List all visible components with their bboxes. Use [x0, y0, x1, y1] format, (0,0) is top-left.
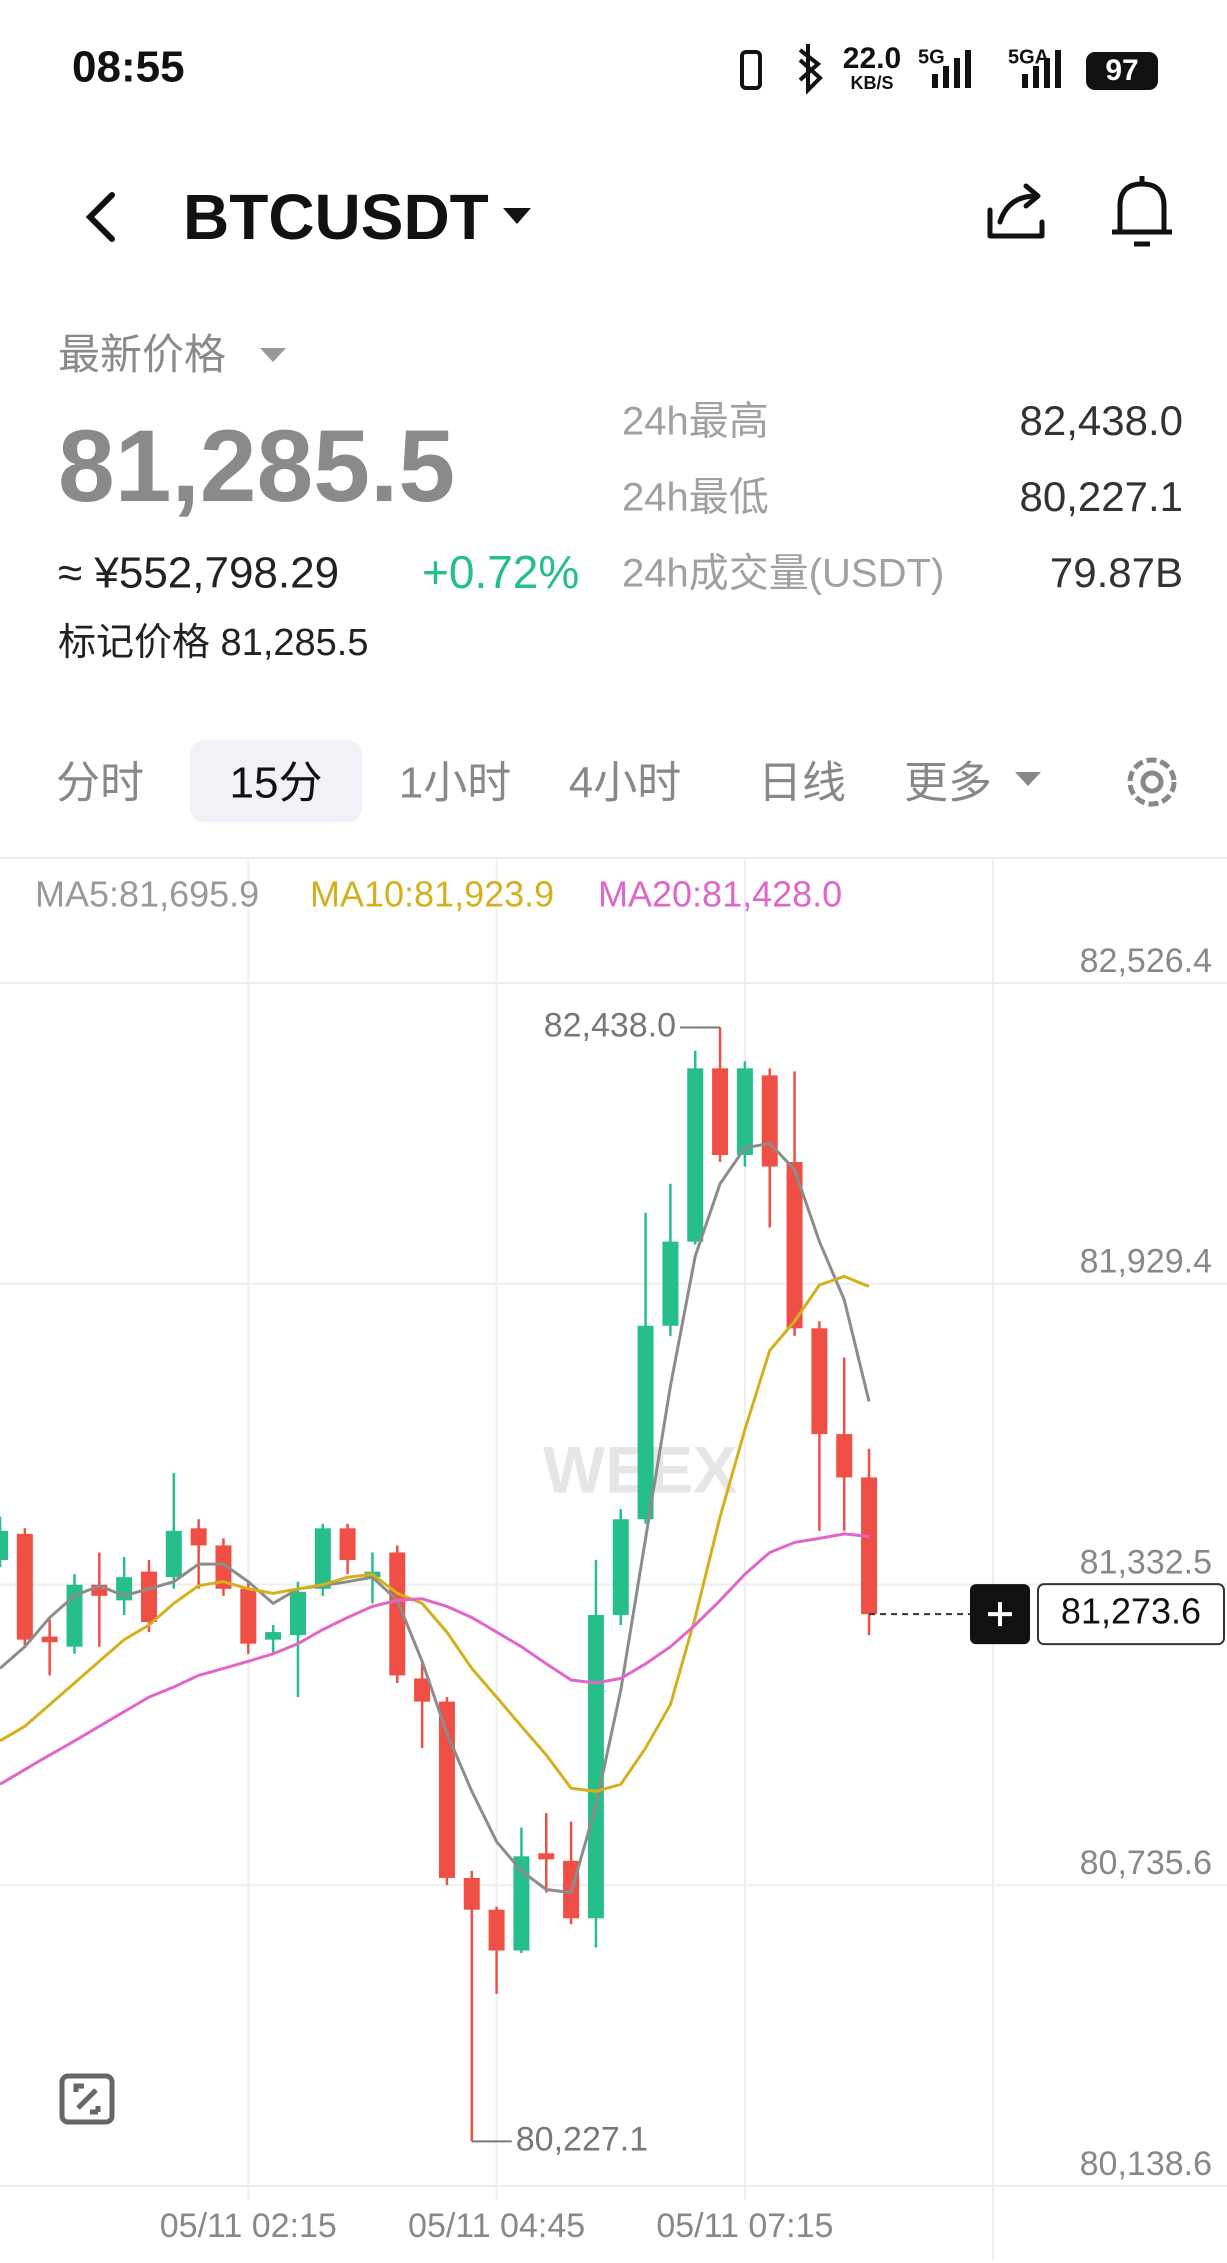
- extreme-label: 82,438.0: [544, 1007, 676, 1045]
- back-button[interactable]: [85, 192, 115, 242]
- last-price: 81,285.5: [58, 409, 455, 523]
- net-unit: KB/S: [850, 73, 893, 93]
- symbol-title[interactable]: BTCUSDT: [183, 181, 489, 253]
- signal-bars: [1022, 50, 1061, 88]
- signal-bars: [932, 50, 971, 88]
- candle-body: [687, 1068, 704, 1242]
- mark-price: 标记价格 81,285.5: [58, 622, 368, 664]
- interval-tab[interactable]: 日线: [758, 759, 846, 808]
- legend-entry: MA20:81,428.0: [598, 874, 842, 915]
- candle-body: [190, 1528, 207, 1546]
- settings-button[interactable]: [1127, 757, 1177, 807]
- candle-body: [215, 1545, 232, 1589]
- candle-body: [41, 1636, 58, 1643]
- stat-value: 82,438.0: [1020, 397, 1184, 444]
- extreme-label: 80,227.1: [516, 2120, 648, 2158]
- candle-body: [836, 1434, 853, 1478]
- candle-body: [811, 1328, 828, 1435]
- crosshair-icon: [988, 1602, 1012, 1627]
- y-tick-label: 80,138.6: [1080, 2145, 1212, 2183]
- share-button[interactable]: [987, 183, 1045, 239]
- ma-line: [0, 1274, 870, 1793]
- y-tick-label: 82,526.4: [1080, 942, 1212, 980]
- candle-body: [463, 1877, 480, 1910]
- bluetooth-icon: [798, 44, 823, 95]
- candle-body: [91, 1584, 108, 1596]
- stat-value: 79.87B: [1050, 549, 1183, 596]
- interval-tab[interactable]: 1小时: [399, 759, 511, 808]
- x-tick-label: 05/11 04:45: [408, 2207, 585, 2245]
- price-change: +0.72%: [422, 546, 579, 598]
- legend-entry: MA10:81,923.9: [310, 874, 554, 915]
- candle-body: [736, 1068, 753, 1155]
- candle-body: [488, 1909, 505, 1951]
- legend-entry: MA5:81,695.9: [35, 874, 259, 915]
- candle-body: [712, 1068, 729, 1155]
- battery-level: 97: [1105, 54, 1138, 87]
- interval-tab[interactable]: 更多: [904, 759, 992, 808]
- candle-body: [16, 1533, 33, 1640]
- vibrate-icon: [740, 50, 762, 90]
- interval-tab[interactable]: 15分: [230, 759, 323, 808]
- current-price-box: [1037, 1583, 1225, 1646]
- candle-body: [761, 1075, 778, 1167]
- price-dropdown[interactable]: [260, 348, 286, 362]
- price-label[interactable]: 最新价格: [58, 331, 226, 378]
- stat-label: 24h最低: [622, 476, 769, 520]
- candle-body: [662, 1241, 679, 1326]
- active-tab-bg: [190, 740, 362, 822]
- ma-line: [0, 1532, 870, 1786]
- status-time: 08:55: [72, 43, 185, 92]
- current-price-label: 81,273.6: [1061, 1591, 1201, 1632]
- y-tick-label: 81,929.4: [1080, 1243, 1212, 1281]
- x-tick-label: 05/11 02:15: [160, 2207, 337, 2245]
- candle-body: [612, 1519, 629, 1615]
- cny-price: ≈ ¥552,798.29: [58, 549, 339, 598]
- candle-body: [637, 1325, 654, 1520]
- candle-body: [861, 1477, 878, 1615]
- candle-body: [587, 1614, 604, 1919]
- alert-button[interactable]: [1112, 176, 1172, 247]
- signal-label: 5GA: [1008, 46, 1049, 68]
- candle-body: [414, 1678, 431, 1702]
- candle-body: [438, 1701, 455, 1878]
- interval-tab[interactable]: 分时: [56, 759, 144, 808]
- y-tick-label: 80,735.6: [1080, 1844, 1212, 1882]
- fullscreen-button[interactable]: [59, 2073, 115, 2125]
- candle-body: [265, 1632, 282, 1640]
- signal-label: 5G: [918, 46, 945, 68]
- candle-body: [289, 1591, 306, 1636]
- x-tick-label: 05/11 07:15: [656, 2207, 833, 2245]
- net-speed: 22.0: [843, 42, 901, 75]
- candle-body: [786, 1162, 803, 1329]
- stat-label: 24h最高: [622, 400, 769, 444]
- candle-body: [140, 1571, 157, 1623]
- candle-body: [389, 1552, 406, 1676]
- candle-body: [314, 1528, 331, 1589]
- y-tick-label: 81,332.5: [1080, 1543, 1212, 1581]
- candle-body: [0, 1530, 8, 1561]
- candle-body: [240, 1588, 257, 1644]
- more-dropdown[interactable]: [1015, 772, 1041, 786]
- battery: [1086, 52, 1158, 90]
- candle-body: [513, 1856, 530, 1951]
- ma-line: [0, 1141, 871, 1895]
- candle-body: [339, 1528, 356, 1561]
- interval-tab[interactable]: 4小时: [569, 759, 681, 808]
- candle-body: [165, 1530, 182, 1578]
- stat-label: 24h成交量(USDT): [622, 552, 944, 596]
- symbol-dropdown[interactable]: [503, 208, 531, 224]
- candle-body: [538, 1853, 555, 1860]
- stat-value: 80,227.1: [1020, 473, 1184, 520]
